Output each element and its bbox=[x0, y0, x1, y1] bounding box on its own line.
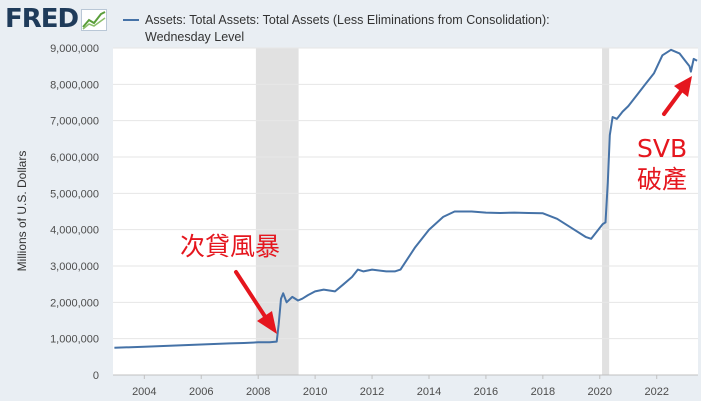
y-tick-label: 9,000,000 bbox=[50, 43, 99, 55]
chart-legend: Assets: Total Assets: Total Assets (Less… bbox=[123, 12, 575, 46]
fred-logo-text: FRED bbox=[5, 4, 79, 34]
series-line-total-assets bbox=[114, 48, 698, 349]
x-tick-label: 2006 bbox=[189, 386, 213, 398]
x-axis-ticks: 2004 2006 2008 2010 2012 2014 2016 2018 2020 2022 bbox=[113, 374, 698, 398]
annotation-subprime: 次貸風暴 bbox=[180, 232, 281, 261]
x-tick-label: 2018 bbox=[531, 386, 555, 398]
x-tick-label: 2012 bbox=[360, 386, 384, 398]
annotation-svb-line2: 破產 bbox=[637, 165, 688, 194]
y-tick-label: 7,000,000 bbox=[50, 116, 99, 128]
x-tick-label: 2022 bbox=[644, 386, 668, 398]
y-tick-label: 1,000,000 bbox=[50, 334, 99, 346]
grid-lines bbox=[113, 47, 698, 340]
y-axis-ticks: 0 1,000,000 2,000,000 3,000,000 4,000,000 5,0… bbox=[50, 43, 99, 382]
legend-swatch bbox=[123, 19, 139, 21]
y-tick-label: 8,000,000 bbox=[50, 79, 99, 91]
y-tick-label: 0 bbox=[93, 370, 99, 382]
annotation-arrow-subprime bbox=[234, 270, 277, 334]
x-tick-label: 2008 bbox=[246, 386, 270, 398]
y-tick-label: 5,000,000 bbox=[50, 188, 99, 200]
plot-background bbox=[113, 48, 698, 375]
y-axis-label: Millions of U.S. Dollars bbox=[15, 151, 29, 272]
x-tick-label: 2014 bbox=[417, 386, 441, 398]
y-tick-label: 3,000,000 bbox=[50, 261, 99, 273]
x-tick-label: 2016 bbox=[474, 386, 498, 398]
legend-label[interactable]: Assets: Total Assets: Total Assets (Less… bbox=[145, 13, 550, 44]
y-tick-label: 4,000,000 bbox=[50, 225, 99, 237]
fred-graph-icon bbox=[81, 9, 108, 31]
x-tick-label: 2010 bbox=[303, 386, 327, 398]
x-tick-label: 2004 bbox=[132, 386, 156, 398]
annotation-svb-line1: SVB bbox=[637, 134, 688, 163]
y-tick-label: 6,000,000 bbox=[50, 152, 99, 164]
series-layer bbox=[114, 48, 698, 349]
x-tick-label: 2020 bbox=[588, 386, 612, 398]
y-tick-label: 2,000,000 bbox=[50, 297, 99, 309]
fred-logo[interactable]: FRED bbox=[5, 4, 108, 38]
recession-band-1 bbox=[255, 48, 299, 375]
annotation-arrow-svb bbox=[662, 76, 692, 116]
